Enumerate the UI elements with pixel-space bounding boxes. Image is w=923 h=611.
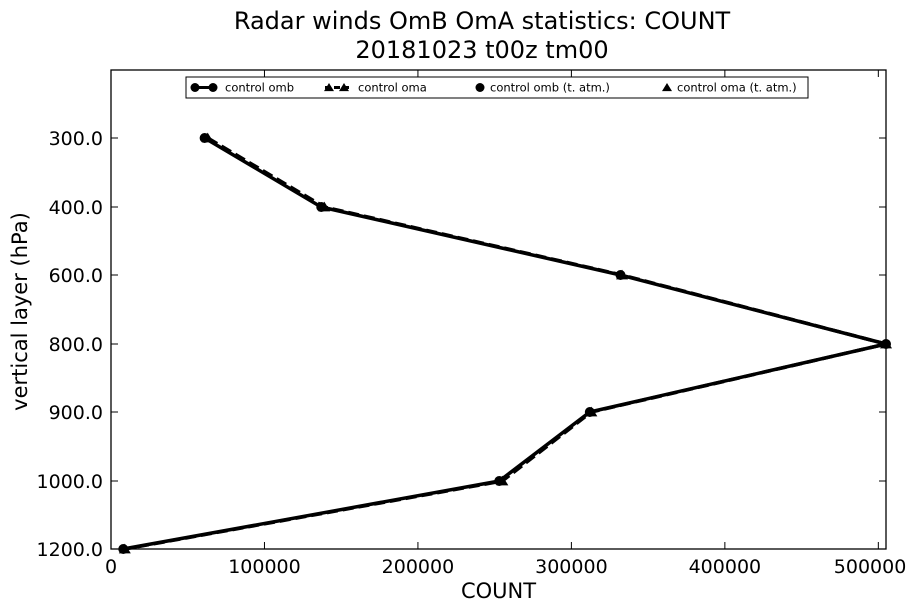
series-point	[318, 201, 331, 212]
legend-marker	[190, 83, 200, 92]
y-tick-label: 1000.0	[37, 471, 103, 493]
legend-label: control oma (t. atm.)	[677, 81, 797, 95]
x-tick-label: 300000	[535, 556, 608, 578]
series-point	[496, 475, 509, 486]
x-tick-label: 0	[105, 556, 117, 578]
series-point	[585, 406, 598, 417]
x-tick-label: 400000	[689, 556, 762, 578]
series-line-1	[124, 136, 888, 551]
legend-label: control omb (t. atm.)	[490, 81, 610, 95]
legend-label: control oma	[358, 81, 427, 95]
chart-title: Radar winds OmB OmA statistics: COUNT201…	[234, 7, 731, 64]
y-tick-label: 800.0	[49, 334, 103, 356]
legend-marker	[208, 83, 218, 92]
axis-ticks: 0 100000 200000 300000 400000 500000 300.0 400.…	[37, 70, 907, 578]
y-tick-label: 600.0	[49, 265, 103, 287]
legend-marker	[662, 83, 672, 92]
y-tick-label: 300.0	[49, 128, 103, 150]
series-line-0	[122, 136, 888, 551]
y-tick-label: 1200.0	[37, 539, 103, 561]
chart-title-line: Radar winds OmB OmA statistics: COUNT	[234, 7, 731, 35]
legend: control omb control oma control omb (t. at…	[185, 76, 809, 99]
x-axis-label: COUNT	[461, 579, 536, 603]
legend-box	[185, 76, 809, 99]
chart-title-line: 20181023 t00z tm00	[355, 36, 608, 64]
plot-frame	[110, 69, 887, 550]
y-tick-label: 400.0	[49, 197, 103, 219]
plot-marks	[118, 132, 892, 554]
y-tick-label: 900.0	[49, 402, 103, 424]
legend-marker	[324, 83, 334, 92]
legend-label: control omb	[225, 81, 294, 95]
legend-marker	[475, 83, 485, 92]
x-tick-label: 200000	[382, 556, 455, 578]
x-tick-label: 500000	[834, 556, 907, 578]
y-axis-label: vertical layer (hPa)	[8, 212, 32, 411]
x-tick-label: 100000	[228, 556, 301, 578]
legend-marker	[339, 83, 349, 92]
series-point	[201, 132, 214, 143]
series-point	[616, 269, 629, 280]
